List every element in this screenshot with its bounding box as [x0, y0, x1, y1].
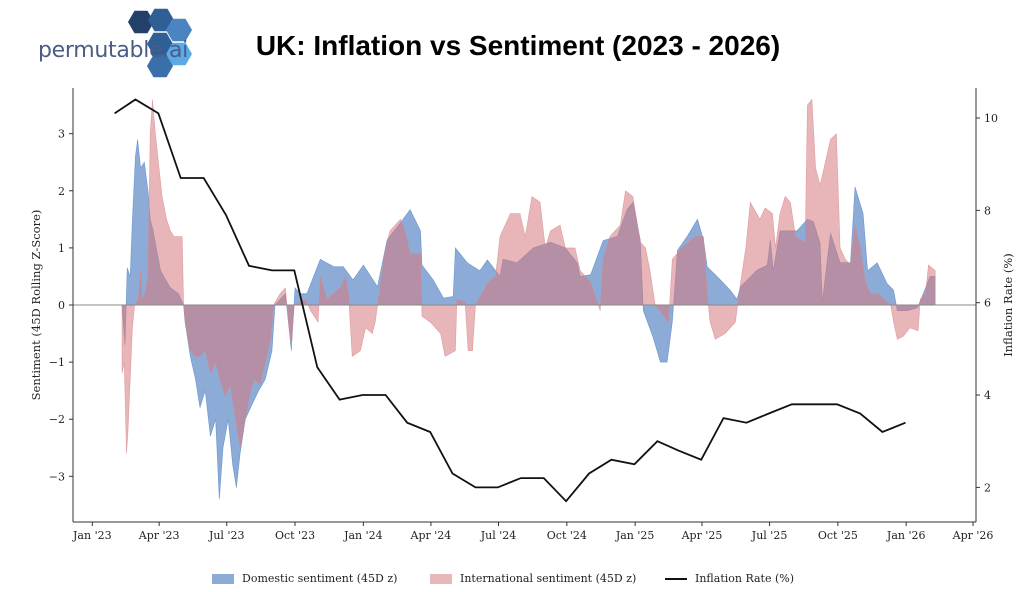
- y-tick-label-right: 10: [984, 112, 998, 125]
- line-series-inflation: [114, 98, 906, 503]
- legend-label-international: International sentiment (45D z): [460, 572, 637, 585]
- y-tick-label-right: 4: [984, 389, 991, 402]
- permutable-logo: [36, 8, 206, 78]
- y-tick-label-left: −2: [49, 413, 65, 426]
- y-tick-label-left: 1: [58, 242, 65, 255]
- logo-hexagon: [166, 42, 192, 66]
- y-tick-label-right: 6: [984, 297, 991, 310]
- logo-hexagon: [128, 10, 154, 34]
- legend-item-international: International sentiment (45D z): [430, 572, 636, 585]
- y-axis-label-right: Inflation Rate (%): [1001, 253, 1015, 357]
- legend-swatch-inflation: [665, 577, 687, 580]
- y-tick-label-left: −3: [49, 470, 65, 483]
- x-tick-label: Oct '25: [818, 529, 858, 542]
- y-tick-label-right: 8: [984, 204, 991, 217]
- y-axis-label-left: Sentiment (45D Rolling Z-Score): [29, 210, 43, 401]
- x-tick-label: Apr '25: [681, 529, 723, 542]
- plot-areas: [121, 98, 936, 500]
- axes: Jan '23 Apr '23 Jul '23 Oct '23 Jan '24 Apr '…: [49, 88, 998, 542]
- hexagon-logo-icon: [128, 8, 192, 78]
- y-tick-label-right: 2: [984, 481, 991, 494]
- legend-item-domestic: Domestic sentiment (45D z): [212, 572, 397, 585]
- x-tick-label: Jul '25: [751, 529, 788, 542]
- logo-text: permutable.ai: [38, 38, 188, 63]
- logo-hexagon: [147, 32, 173, 56]
- area-series-international: [121, 98, 936, 454]
- x-tick-label: Jul '24: [480, 529, 517, 542]
- x-tick-label: Apr '23: [138, 529, 180, 542]
- x-tick-label: Apr '24: [410, 529, 452, 542]
- x-tick-label: Jan '26: [886, 529, 926, 542]
- x-tick-label: Jul '23: [208, 529, 245, 542]
- x-tick-label: Jan '25: [615, 529, 655, 542]
- legend-swatch-domestic: [212, 573, 234, 584]
- legend-label-inflation: Inflation Rate (%): [695, 572, 795, 585]
- legend-item-inflation: Inflation Rate (%): [665, 572, 794, 585]
- logo-hexagon: [147, 54, 173, 78]
- x-tick-label: Oct '24: [547, 529, 587, 542]
- y-tick-label-left: −1: [49, 356, 65, 369]
- logo-hexagon: [166, 18, 192, 42]
- chart-title: UK: Inflation vs Sentiment (2023 - 2026): [255, 30, 781, 61]
- legend-swatch-international: [430, 573, 452, 584]
- x-tick-label: Jan '23: [72, 529, 112, 542]
- legend-label-domestic: Domestic sentiment (45D z): [242, 572, 398, 585]
- y-tick-label-left: 0: [58, 299, 65, 312]
- y-tick-label-left: 3: [58, 128, 65, 141]
- plot-lines: [114, 98, 906, 503]
- x-tick-label: Oct '23: [275, 529, 315, 542]
- x-tick-label: Jan '24: [343, 529, 383, 542]
- logo-hexagon: [148, 8, 174, 32]
- y-tick-label-left: 2: [58, 185, 65, 198]
- x-tick-label: Apr '26: [952, 529, 994, 542]
- legend: Domestic sentiment (45D z) International…: [0, 572, 1024, 590]
